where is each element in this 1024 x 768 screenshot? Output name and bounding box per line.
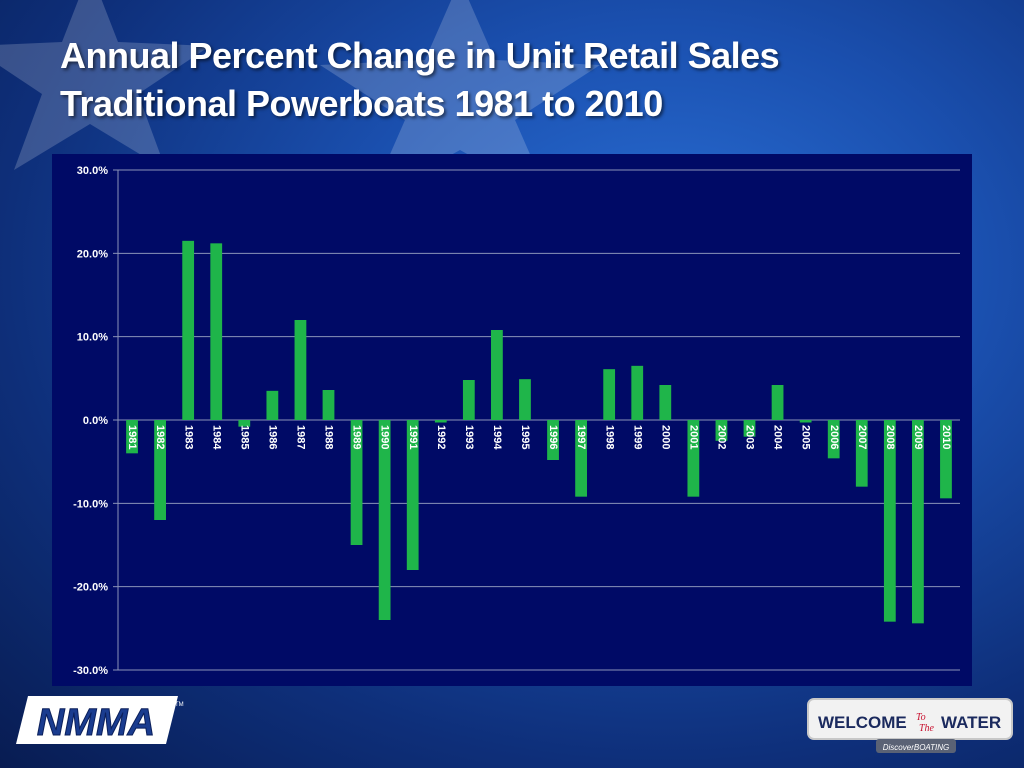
x-tick-label: 1993: [463, 425, 475, 449]
bar-1993: [462, 380, 475, 420]
bar-2003: [743, 420, 756, 437]
bar-2001: [687, 420, 700, 497]
x-tick-label: 1986: [266, 425, 278, 449]
x-tick-label: 2004: [772, 425, 784, 450]
y-tick-label: 10.0%: [77, 332, 108, 344]
wtw-tagline: DiscoverBOATING: [883, 743, 950, 752]
wtw-water-text: WATER: [941, 713, 1001, 732]
x-tick-label: 1995: [519, 425, 531, 449]
bar-1991: [406, 420, 419, 570]
bar-1985: [238, 420, 251, 427]
title-line-1: Annual Percent Change in Unit Retail Sal…: [60, 35, 780, 76]
x-tick-label: 1994: [491, 425, 503, 450]
x-tick-label: 1987: [295, 425, 307, 449]
bar-2002: [715, 420, 728, 441]
bar-1996: [547, 420, 559, 460]
x-tick-label: 1981: [126, 425, 138, 449]
x-tick-label: 2002: [716, 425, 728, 449]
bar-2010: [940, 420, 952, 499]
wtw-the-text: The: [919, 723, 935, 734]
bar-2008: [883, 420, 896, 622]
x-tick-label: 2000: [659, 425, 671, 449]
x-tick-label: 1998: [603, 425, 615, 449]
x-tick-label: 1988: [323, 425, 335, 449]
y-tick-label: -10.0%: [73, 498, 108, 510]
x-tick-label: 1991: [407, 425, 419, 449]
bar-2007: [855, 420, 868, 487]
welcome-to-the-water-logo: WELCOME To The WATER DiscoverBOATING: [807, 698, 1013, 753]
bar-1992: [434, 420, 447, 423]
title-line-2: Traditional Powerboats 1981 to 2010: [60, 83, 663, 124]
x-tick-label: 2009: [912, 425, 924, 449]
x-tick-label: 1997: [575, 425, 587, 449]
bar-1990: [378, 420, 391, 620]
bar-1983: [182, 240, 195, 420]
y-tick-label: 20.0%: [77, 248, 108, 260]
x-tick-label: 1999: [631, 425, 643, 449]
y-tick-label: -30.0%: [73, 665, 108, 677]
bar-chart: 30.0% 20.0% 10.0% 0.0% -10.0% -20.0% -30.0% 198…: [73, 165, 960, 677]
bar-1995: [519, 379, 531, 420]
bar-1999: [631, 365, 644, 420]
y-tick-label: 0.0%: [83, 415, 108, 427]
x-tick-label: 1983: [182, 425, 194, 449]
x-tick-label: 2008: [884, 425, 896, 449]
bar-1984: [210, 243, 223, 420]
x-tick-label: 2001: [687, 425, 699, 449]
y-tick-label: -20.0%: [73, 582, 108, 594]
background-star-decoration: [320, 0, 600, 200]
bar-1988: [322, 390, 335, 420]
x-tick-label: 2003: [744, 425, 756, 449]
chart-panel: 30.0% 20.0% 10.0% 0.0% -10.0% -20.0% -30.0% 198…: [52, 154, 972, 686]
page-title: Annual Percent Change in Unit Retail Sal…: [60, 32, 780, 128]
background-star-decoration-2: [0, 0, 210, 170]
nmma-logo: NMMA TM: [16, 696, 184, 745]
x-tick-label: 1989: [351, 425, 363, 449]
x-tick-label: 1982: [154, 425, 166, 449]
bar-2004: [771, 385, 784, 420]
bar-2006: [827, 420, 840, 459]
nmma-logo-text: NMMA: [37, 702, 155, 744]
bar-1994: [491, 330, 503, 420]
y-tick-label: 30.0%: [77, 165, 108, 177]
bar-1981: [126, 420, 138, 454]
bar-1986: [266, 390, 279, 420]
x-tick-label: 1996: [547, 425, 559, 449]
x-tick-label: 1992: [435, 425, 447, 449]
x-tick-label: 1990: [379, 425, 391, 449]
x-tick-label: 2005: [800, 425, 812, 449]
x-tick-label: 2006: [828, 425, 840, 449]
wtw-welcome-text: WELCOME: [818, 713, 907, 732]
nmma-tm-mark: TM: [175, 702, 184, 708]
bar-2005: [799, 420, 812, 423]
bar-1989: [350, 420, 363, 545]
bar-1997: [575, 420, 587, 497]
x-tick-label: 2010: [940, 425, 952, 449]
bar-2009: [912, 420, 924, 624]
bar-1982: [154, 420, 166, 520]
bar-1987: [294, 320, 307, 420]
bar-2000: [659, 385, 672, 420]
x-tick-label: 2007: [856, 425, 868, 449]
wtw-to-text: To: [916, 712, 926, 723]
bar-1998: [603, 369, 616, 420]
x-tick-label: 1984: [210, 425, 222, 450]
x-tick-label: 1985: [238, 425, 250, 449]
